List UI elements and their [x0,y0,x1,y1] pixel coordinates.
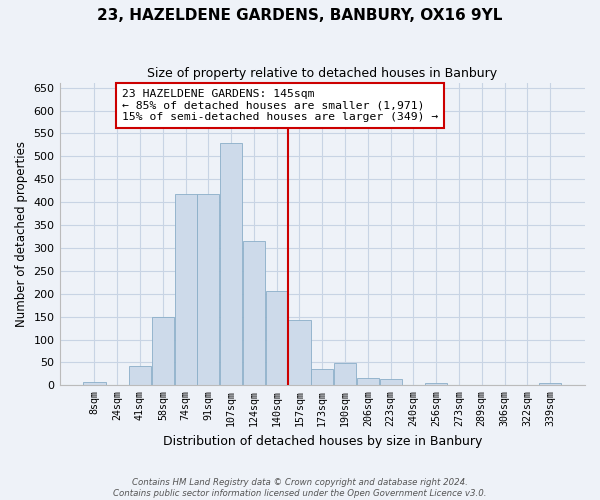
Bar [175,194,197,386]
Bar [129,366,151,386]
Bar [334,363,356,386]
Bar [243,241,265,386]
Text: 23 HAZELDENE GARDENS: 145sqm
← 85% of detached houses are smaller (1,971)
15% of: 23 HAZELDENE GARDENS: 145sqm ← 85% of de… [122,89,438,122]
Bar [380,379,401,386]
Y-axis label: Number of detached properties: Number of detached properties [15,141,28,327]
Bar [425,383,447,386]
Text: 23, HAZELDENE GARDENS, BANBURY, OX16 9YL: 23, HAZELDENE GARDENS, BANBURY, OX16 9YL [97,8,503,22]
Bar [357,378,379,386]
Bar [311,370,334,386]
Bar [220,142,242,386]
Title: Size of property relative to detached houses in Banbury: Size of property relative to detached ho… [147,68,497,80]
X-axis label: Distribution of detached houses by size in Banbury: Distribution of detached houses by size … [163,434,482,448]
Bar [197,194,220,386]
Text: Contains HM Land Registry data © Crown copyright and database right 2024.
Contai: Contains HM Land Registry data © Crown c… [113,478,487,498]
Bar [152,316,174,386]
Bar [539,383,561,386]
Bar [83,382,106,386]
Bar [266,292,288,386]
Bar [289,320,311,386]
